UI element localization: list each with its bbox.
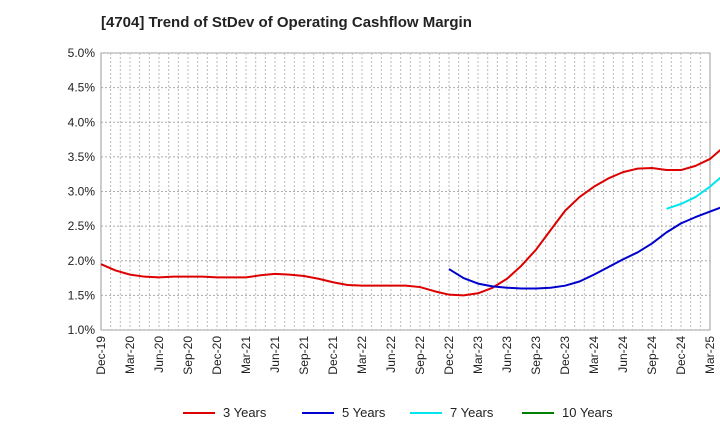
x-tick-label: Dec-22 [442, 336, 456, 375]
x-tick-label: Jun-21 [268, 336, 282, 373]
x-tick-label: Jun-24 [616, 336, 630, 373]
legend-item: 3 Years [183, 405, 266, 420]
x-tick-label: Dec-23 [558, 336, 572, 375]
legend-item: 10 Years [522, 405, 613, 420]
x-tick-label: Sep-20 [181, 336, 195, 375]
x-tick-label: Mar-21 [239, 336, 253, 374]
y-tick-label: 5.0% [68, 46, 96, 60]
legend-swatch [522, 411, 554, 414]
x-tick-label: Jun-23 [500, 336, 514, 373]
legend-label: 3 Years [223, 405, 267, 420]
legend-swatch [183, 411, 215, 414]
legend: 3 Years 5 Years 7 Years 10 Years [0, 405, 720, 425]
series-line-5-years [448, 206, 720, 290]
x-tick-label: Sep-23 [529, 336, 543, 375]
y-tick-label: 1.5% [68, 288, 96, 302]
y-tick-label: 3.0% [68, 185, 96, 199]
legend-label: 7 Years [450, 405, 494, 420]
legend-item: 7 Years [410, 405, 493, 420]
x-tick-label: Jun-20 [152, 336, 166, 373]
y-tick-label: 2.5% [68, 219, 96, 233]
x-tick-label: Sep-24 [645, 336, 659, 375]
x-tick-label: Dec-19 [94, 336, 108, 375]
legend-item: 5 Years [302, 405, 385, 420]
chart-title: [4704] Trend of StDev of Operating Cashf… [101, 14, 472, 31]
x-tick-label: Mar-24 [587, 336, 601, 374]
series-line-3-years [100, 149, 720, 297]
x-tick-label: Mar-20 [123, 336, 137, 374]
x-axis: Dec-19 Mar-20 Jun-20 Sep-20 Dec-20 Mar-21 Jun-… [94, 336, 717, 375]
grid [101, 52, 710, 331]
y-tick-label: 2.0% [68, 254, 96, 268]
x-tick-label: Sep-22 [413, 336, 427, 375]
x-tick-label: Mar-23 [471, 336, 485, 374]
series-line-7-years [666, 176, 720, 210]
x-tick-label: Dec-20 [210, 336, 224, 375]
y-axis: 1.0% 1.5% 2.0% 2.5% 3.0% 3.5% 4.0% 4.5% 5.0% [68, 46, 96, 337]
x-tick-label: Dec-24 [674, 336, 688, 375]
y-tick-label: 4.0% [68, 115, 96, 129]
x-tick-label: Sep-21 [297, 336, 311, 375]
legend-label: 5 Years [342, 405, 386, 420]
legend-swatch [410, 411, 442, 414]
y-tick-label: 3.5% [68, 150, 96, 164]
x-tick-label: Dec-21 [326, 336, 340, 375]
x-tick-label: Mar-22 [355, 336, 369, 374]
y-tick-label: 4.5% [68, 81, 96, 95]
y-tick-label: 1.0% [68, 323, 96, 337]
series-lines [100, 149, 720, 297]
x-tick-label: Jun-22 [384, 336, 398, 373]
legend-label: 10 Years [562, 405, 613, 420]
x-tick-label: Mar-25 [703, 336, 717, 374]
legend-swatch [302, 411, 334, 414]
